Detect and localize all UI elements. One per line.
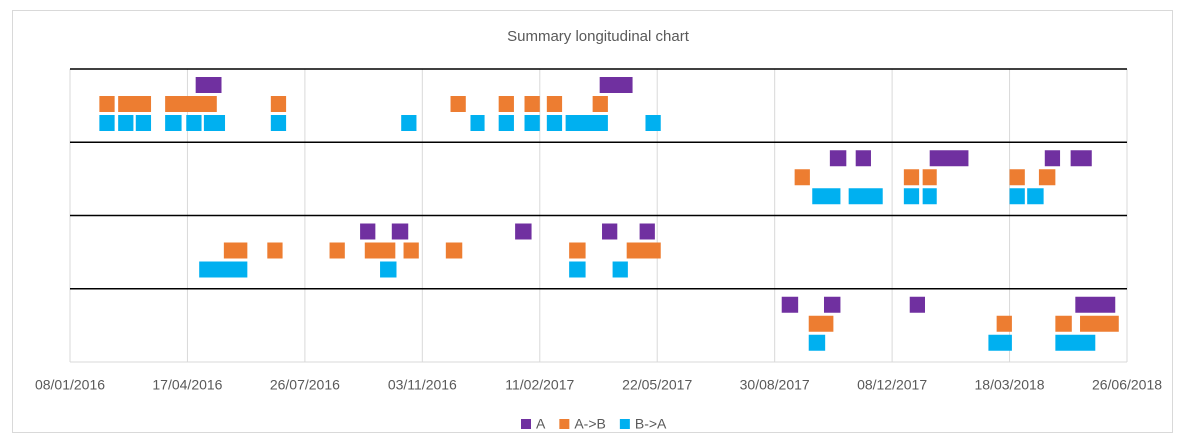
- event-bar: [645, 115, 661, 131]
- event-bar: [1055, 334, 1096, 351]
- event-bar: [329, 242, 345, 259]
- event-bar: [626, 242, 661, 259]
- event-bar: [929, 150, 969, 167]
- x-tick-label: 08/12/2017: [857, 377, 927, 393]
- event-bar: [203, 115, 226, 131]
- event-bar: [794, 169, 810, 186]
- event-bar: [1070, 150, 1092, 167]
- event-bar: [781, 296, 799, 313]
- event-bar: [855, 150, 871, 167]
- x-tick-label: 17/04/2016: [152, 377, 222, 393]
- event-bar: [812, 188, 841, 205]
- event-bar: [498, 115, 514, 131]
- chart-frame: [12, 10, 1173, 433]
- event-bar: [186, 115, 202, 131]
- event-bar: [602, 223, 618, 240]
- event-bar: [445, 242, 463, 259]
- event-bar: [391, 223, 409, 240]
- event-bar: [223, 242, 248, 259]
- event-bar: [118, 115, 134, 131]
- event-bar: [195, 77, 222, 93]
- x-tick-label: 11/02/2017: [505, 377, 574, 393]
- event-bar: [515, 223, 532, 240]
- x-tick-label: 26/06/2018: [1092, 377, 1162, 393]
- event-bar: [1055, 315, 1072, 332]
- event-bar: [450, 96, 466, 112]
- event-bar: [612, 261, 628, 278]
- event-bar: [199, 261, 248, 278]
- event-bar: [524, 96, 540, 112]
- event-bar: [808, 315, 834, 332]
- x-tick-label: 22/05/2017: [622, 377, 692, 393]
- event-bar: [118, 96, 152, 112]
- legend-swatch: [619, 419, 630, 429]
- event-bar: [829, 150, 847, 167]
- event-bar: [848, 188, 883, 205]
- legend-swatch: [521, 419, 531, 429]
- event-bar: [1027, 188, 1044, 205]
- event-bar: [165, 115, 182, 131]
- event-bar: [903, 188, 920, 205]
- event-bar: [135, 115, 152, 131]
- event-bar: [922, 169, 937, 186]
- x-tick-label: 08/01/2016: [35, 377, 105, 393]
- event-bar: [569, 261, 586, 278]
- event-bar: [99, 96, 115, 112]
- event-bar: [546, 96, 563, 112]
- event-bar: [403, 242, 419, 259]
- event-bar: [270, 115, 287, 131]
- event-bar: [360, 223, 376, 240]
- event-bar: [823, 296, 841, 313]
- event-bar: [470, 115, 485, 131]
- event-bar: [99, 115, 115, 131]
- event-bar: [592, 96, 608, 112]
- event-bar: [524, 115, 540, 131]
- x-tick-label: 30/08/2017: [740, 377, 810, 393]
- event-bar: [267, 242, 283, 259]
- event-bar: [1080, 315, 1119, 332]
- event-bar: [1009, 169, 1025, 186]
- legend-label: B->A: [635, 416, 667, 432]
- event-bar: [996, 315, 1012, 332]
- legend-label: A->B: [574, 416, 606, 432]
- event-bar: [401, 115, 417, 131]
- event-bar: [922, 188, 937, 205]
- event-bar: [380, 261, 397, 278]
- event-bar: [1009, 188, 1025, 205]
- x-tick-label: 18/03/2018: [975, 377, 1045, 393]
- event-bar: [165, 96, 217, 112]
- event-bar: [364, 242, 396, 259]
- legend-label: A: [536, 416, 546, 432]
- legend-swatch: [559, 419, 570, 429]
- event-bar: [808, 334, 826, 351]
- event-bar: [546, 115, 563, 131]
- event-bar: [909, 296, 925, 313]
- event-bar: [569, 242, 586, 259]
- event-bar: [988, 334, 1012, 351]
- event-bar: [639, 223, 655, 240]
- chart-title: Summary longitudinal chart: [507, 28, 690, 45]
- event-bar: [1038, 169, 1056, 186]
- x-tick-label: 03/11/2016: [388, 377, 457, 393]
- event-bar: [599, 77, 633, 93]
- event-bar: [1044, 150, 1061, 167]
- event-bar: [270, 96, 287, 112]
- event-bar: [498, 96, 514, 112]
- event-bar: [565, 115, 608, 131]
- event-bar: [1075, 296, 1116, 313]
- x-tick-label: 26/07/2016: [270, 377, 340, 393]
- event-bar: [903, 169, 920, 186]
